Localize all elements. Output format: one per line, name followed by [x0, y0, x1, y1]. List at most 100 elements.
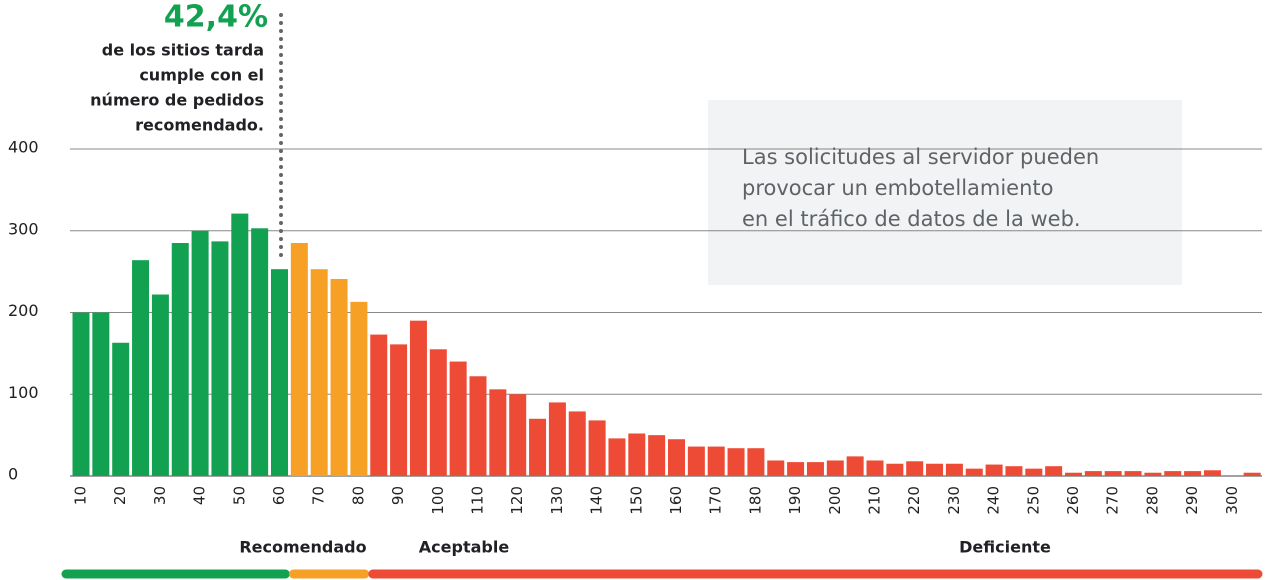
bar [548, 402, 566, 476]
bar [985, 464, 1003, 476]
bar [1243, 472, 1261, 476]
x-tick-label: 280 [1143, 486, 1161, 515]
bar [1025, 468, 1043, 476]
bar [568, 411, 586, 476]
callout-text: provocar un embotellamiento [742, 176, 1054, 200]
bar [727, 448, 745, 476]
annotation-text: de los sitios tarda [102, 41, 264, 60]
bar [171, 243, 189, 476]
bar [191, 230, 209, 476]
bar [906, 461, 924, 476]
bar [1124, 471, 1142, 476]
x-tick-label: 20 [111, 486, 129, 505]
bar [1065, 472, 1082, 476]
x-tick-label: 60 [270, 486, 288, 505]
group-label: Deficiente [959, 538, 1051, 557]
x-tick-label: 240 [985, 486, 1003, 515]
x-tick-label: 70 [310, 486, 328, 505]
bar [211, 241, 229, 476]
bar [151, 294, 169, 476]
y-tick-label: 300 [8, 219, 39, 238]
bar [687, 446, 705, 476]
annotation-value: 42,4% [164, 0, 268, 35]
bar [767, 460, 785, 476]
bar [370, 334, 388, 476]
x-tick-label: 90 [389, 486, 407, 505]
x-tick-label: 260 [1064, 486, 1082, 515]
bar [449, 361, 467, 476]
x-tick-label: 40 [191, 486, 209, 505]
bar [112, 342, 130, 476]
x-tick-label: 200 [826, 486, 844, 515]
x-tick-label: 170 [707, 486, 725, 515]
bar [310, 269, 328, 476]
x-tick-label: 150 [627, 486, 645, 515]
bar [747, 448, 765, 476]
bar [1084, 471, 1102, 476]
x-tick-label: 30 [151, 486, 169, 505]
bar [846, 456, 864, 476]
bar [271, 269, 288, 476]
y-tick-label: 400 [8, 138, 39, 157]
bar [231, 213, 249, 476]
bar [806, 462, 824, 476]
bar [509, 394, 527, 476]
bar [469, 376, 487, 476]
x-tick-label: 210 [866, 486, 884, 515]
bar [390, 344, 408, 476]
bar [787, 462, 805, 476]
bar [330, 278, 348, 476]
x-tick-label: 120 [508, 486, 526, 515]
x-tick-label: 130 [548, 486, 566, 515]
bar [1203, 470, 1221, 476]
x-tick-label: 50 [230, 486, 248, 505]
bar [290, 243, 308, 476]
annotation-text: cumple con el [139, 66, 264, 85]
bar [826, 460, 844, 476]
bar [866, 460, 884, 476]
x-tick-label: 140 [588, 486, 606, 515]
bar [608, 438, 626, 476]
group-label: Recomendado [239, 538, 366, 557]
annotation-text: recomendado. [135, 116, 264, 135]
bar [132, 260, 150, 476]
bar [648, 435, 666, 476]
annotation-text: número de pedidos [90, 91, 264, 110]
bar [1164, 471, 1182, 476]
x-tick-label: 100 [429, 486, 447, 515]
bar [251, 228, 269, 476]
x-tick-label: 290 [1183, 486, 1201, 515]
bar [92, 312, 110, 476]
bar [945, 463, 963, 476]
y-tick-label: 100 [8, 383, 39, 402]
bar [529, 418, 547, 476]
bar [1045, 466, 1063, 476]
x-tick-label: 110 [469, 486, 487, 515]
callout-text: Las solicitudes al servidor pueden [742, 145, 1099, 169]
bar [409, 320, 427, 476]
y-tick-label: 0 [8, 465, 18, 484]
bar [588, 420, 606, 476]
bar [429, 349, 447, 476]
x-tick-label: 300 [1223, 486, 1241, 515]
bar [489, 389, 507, 476]
bar [886, 463, 904, 476]
group-label: Aceptable [419, 538, 510, 557]
callout-box [708, 100, 1182, 285]
x-tick-label: 80 [349, 486, 367, 505]
x-tick-label: 10 [72, 486, 90, 505]
bar [965, 468, 983, 476]
bar [1104, 471, 1122, 476]
callout-text: en el tráfico de datos de la web. [742, 207, 1081, 231]
x-tick-label: 220 [905, 486, 923, 515]
bar [1184, 471, 1202, 476]
x-tick-label: 250 [1024, 486, 1042, 515]
y-tick-label: 200 [8, 301, 39, 320]
bar [926, 463, 944, 476]
x-tick-label: 190 [786, 486, 804, 515]
bar [628, 433, 646, 476]
x-tick-label: 230 [945, 486, 963, 515]
x-tick-label: 160 [667, 486, 685, 515]
bar [668, 439, 685, 476]
